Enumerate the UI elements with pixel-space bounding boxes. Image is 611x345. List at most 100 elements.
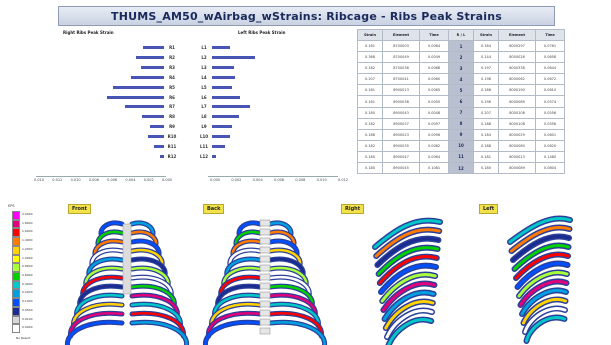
axis-tick-label: 0.004 xyxy=(252,177,263,182)
table-cell: 0.197 xyxy=(473,62,499,75)
table-cell: 0.0050 xyxy=(419,95,449,108)
strain-bar xyxy=(153,145,164,148)
table-cell: 8000297 xyxy=(498,39,536,53)
table-cell: 0.0804 xyxy=(535,162,565,175)
axis-tick-label: 0.004 xyxy=(125,177,136,182)
strain-bar xyxy=(140,65,164,69)
rib-number-cell: 3 xyxy=(448,62,474,75)
table-header-cell: Time xyxy=(419,29,449,41)
strain-bar xyxy=(142,46,164,49)
legend-swatch xyxy=(12,298,20,307)
table-cell: 0.144 xyxy=(473,51,499,64)
table-header-cell: Strain xyxy=(357,29,383,41)
peak-strain-table: Strain Element Time R / L Strain Element Time … xyxy=(357,29,565,175)
table-row: 0.368 8700049 0.0049 2 0.144 8000026 0.0658 xyxy=(357,51,565,64)
rib-label: L5 xyxy=(201,84,207,90)
table-cell: 8000080 xyxy=(498,139,536,152)
rib-number-cell: 12 xyxy=(448,162,474,175)
strain-color-legend: 2.0000 1.8000 1.6000 1.4000 1.2000 1.0000 0.80… xyxy=(12,211,33,333)
rib-label: L2 xyxy=(201,54,207,60)
legend-tick-label: 0.0500 xyxy=(22,307,33,312)
legend-swatch xyxy=(12,228,20,238)
table-cell: 0.188 xyxy=(473,139,499,152)
axis-tick-label: 0.006 xyxy=(274,177,285,182)
table-cell: 0.0556 xyxy=(535,117,565,130)
rib-number-cell: 9 xyxy=(448,128,474,141)
axis-tick-label: 0.002 xyxy=(143,177,154,182)
view-label-left: Left xyxy=(479,204,499,214)
table-cell: 0.164 xyxy=(473,39,499,53)
table-cell: 0.180 xyxy=(357,162,383,175)
page-title: THUMS_AM50_wAirbag_wStrains: Ribcage - R… xyxy=(58,6,555,26)
table-header-cell: R / L xyxy=(448,29,474,41)
legend-tick-label: 0.4000 xyxy=(22,281,33,286)
axis-tick-label: 0.008 xyxy=(88,177,99,182)
ribcage-front-view xyxy=(65,220,189,345)
table-cell: 0.0658 xyxy=(535,51,565,64)
rib-label: R6 xyxy=(169,94,175,100)
table-cell: 0.0761 xyxy=(535,39,565,53)
table-cell: 8900035 xyxy=(382,139,420,152)
strain-bar xyxy=(212,65,235,69)
table-cell: 0.0574 xyxy=(535,95,565,108)
table-row: 0.182 8700036 0.0068 3 0.197 8000338 0.0644 xyxy=(357,62,565,75)
table-cell: 8000029 xyxy=(498,128,536,141)
table-cell: 0.182 xyxy=(357,62,383,75)
rib-label: L12 xyxy=(199,153,209,159)
table-cell: 8700036 xyxy=(382,62,420,75)
legend-tick-label: 1.8000 xyxy=(22,220,33,225)
legend-swatch xyxy=(12,237,20,246)
legend-swatch xyxy=(12,245,20,255)
rib-label: L3 xyxy=(201,64,207,70)
right-ribs-chart: Right Ribs Peak Strain R1 R2 R3 R4 R5 R6 R7 R8 R… xyxy=(28,30,198,190)
table-cell: 0.161 xyxy=(357,95,383,108)
rib-label: R8 xyxy=(169,114,175,120)
rib-label: R11 xyxy=(167,144,177,149)
rib-label: R1 xyxy=(169,45,175,50)
legend-footer: No Result xyxy=(16,336,31,340)
legend-swatch xyxy=(12,289,20,299)
axis-tick-label: 0.010 xyxy=(316,177,327,182)
view-label-right: Right xyxy=(341,204,365,214)
axis-tick-label: 0.000 xyxy=(162,177,173,182)
rib-number-cell: 6 xyxy=(448,95,474,108)
strain-bar xyxy=(136,55,164,59)
rib-label: L11 xyxy=(199,144,209,149)
strain-bar xyxy=(113,85,164,89)
table-row: 0.161 8900038 0.0050 6 0.196 8000089 0.0574 xyxy=(357,95,565,108)
table-row: 0.182 8900035 0.0062 10 0.188 8000080 0.0620 xyxy=(357,139,565,152)
legend-tick-label: 1.4000 xyxy=(22,238,33,243)
legend-tick-label: 0.1000 xyxy=(22,299,33,304)
legend-tick-label: 0.8000 xyxy=(22,264,33,269)
table-cell: 0.0049 xyxy=(419,51,449,64)
table-row: 0.180 8900043 0.0048 7 0.207 8000108 0.0556 xyxy=(357,106,565,119)
view-label-front: Front xyxy=(68,204,91,214)
strain-bar xyxy=(212,95,240,99)
legend-tick-label: 0.0000 xyxy=(22,325,33,330)
table-cell: 0.161 xyxy=(357,84,383,97)
rib-label: L6 xyxy=(201,94,207,100)
table-row: 0.161 8700003 0.0064 1 0.164 8000297 0.0761 xyxy=(357,39,565,53)
strain-bar xyxy=(212,55,256,59)
ribcage-back-view xyxy=(203,219,327,345)
table-cell: 8000108 xyxy=(498,106,536,119)
table-cell: 8700049 xyxy=(382,51,420,64)
table-cell: 8900038 xyxy=(382,95,420,108)
axis-tick-label: 0.010 xyxy=(70,177,81,182)
table-cell: 8000089 xyxy=(498,95,536,108)
rib-number-cell: 5 xyxy=(448,84,474,97)
table-cell: 0.0068 xyxy=(419,62,449,75)
strain-bar xyxy=(148,135,164,139)
axis-tick-label: 0.012 xyxy=(52,177,63,182)
table-cell: 8700003 xyxy=(382,39,420,53)
table-row: 0.161 8900013 0.0065 5 0.186 8000190 0.0610 xyxy=(357,84,565,97)
rib-number-cell: 1 xyxy=(448,39,474,53)
table-row: 0.207 8700041 0.0060 4 0.198 8000062 0.0672 xyxy=(357,73,565,86)
table-cell: 0.180 xyxy=(357,106,383,119)
table-cell: 8000062 xyxy=(498,73,536,86)
legend-swatch xyxy=(12,254,20,264)
table-cell: 0.182 xyxy=(357,117,383,130)
legend-swatch xyxy=(12,315,20,325)
legend-swatch xyxy=(12,280,20,290)
